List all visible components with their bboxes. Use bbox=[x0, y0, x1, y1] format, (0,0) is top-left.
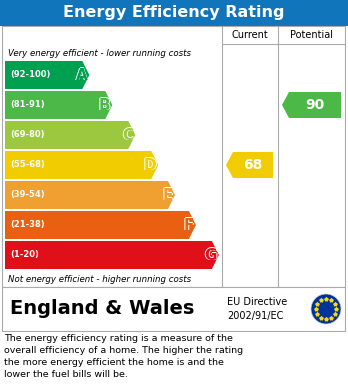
Text: G: G bbox=[205, 248, 218, 262]
Text: (81-91): (81-91) bbox=[10, 100, 45, 109]
Text: B: B bbox=[99, 97, 110, 113]
Text: 68: 68 bbox=[243, 158, 263, 172]
Text: A: A bbox=[76, 67, 87, 82]
Text: C: C bbox=[122, 127, 133, 142]
Text: G: G bbox=[204, 248, 217, 263]
Text: Not energy efficient - higher running costs: Not energy efficient - higher running co… bbox=[8, 274, 191, 283]
Text: F: F bbox=[184, 217, 195, 233]
Polygon shape bbox=[5, 121, 135, 149]
Text: E: E bbox=[163, 187, 173, 202]
Polygon shape bbox=[226, 152, 273, 178]
Polygon shape bbox=[5, 91, 112, 119]
Text: C: C bbox=[123, 127, 134, 142]
Text: E: E bbox=[163, 188, 173, 203]
Text: B: B bbox=[99, 98, 110, 113]
Text: A: A bbox=[75, 68, 87, 83]
Text: F: F bbox=[183, 217, 193, 233]
Text: (1-20): (1-20) bbox=[10, 251, 39, 260]
Text: Energy Efficiency Rating: Energy Efficiency Rating bbox=[63, 5, 285, 20]
Text: (21-38): (21-38) bbox=[10, 221, 45, 230]
Text: A: A bbox=[76, 68, 87, 83]
Polygon shape bbox=[5, 151, 158, 179]
Text: England & Wales: England & Wales bbox=[10, 300, 195, 319]
Text: C: C bbox=[122, 128, 133, 143]
Text: C: C bbox=[122, 127, 133, 142]
Text: D: D bbox=[144, 158, 156, 172]
Text: F: F bbox=[183, 217, 194, 232]
Text: (39-54): (39-54) bbox=[10, 190, 45, 199]
Text: D: D bbox=[144, 158, 157, 172]
Text: G: G bbox=[204, 248, 217, 262]
Text: F: F bbox=[183, 217, 194, 233]
Text: D: D bbox=[143, 158, 156, 172]
Polygon shape bbox=[5, 211, 196, 239]
Text: A: A bbox=[76, 68, 87, 83]
Polygon shape bbox=[5, 61, 89, 89]
Bar bbox=[0, 0, 348, 26]
Text: E: E bbox=[162, 188, 172, 203]
Text: E: E bbox=[163, 188, 173, 203]
Text: (55-68): (55-68) bbox=[10, 160, 45, 170]
Text: Potential: Potential bbox=[290, 30, 333, 40]
Text: EU Directive
2002/91/EC: EU Directive 2002/91/EC bbox=[227, 297, 287, 321]
Text: Current: Current bbox=[232, 30, 268, 40]
Text: G: G bbox=[204, 247, 217, 262]
Polygon shape bbox=[5, 181, 175, 209]
Bar bbox=[2, 287, 345, 331]
Text: (92-100): (92-100) bbox=[10, 70, 50, 79]
Text: E: E bbox=[164, 188, 174, 203]
Text: 90: 90 bbox=[306, 98, 325, 112]
Text: (69-80): (69-80) bbox=[10, 131, 45, 140]
Text: C: C bbox=[121, 127, 133, 142]
Text: B: B bbox=[100, 97, 111, 113]
Text: B: B bbox=[99, 97, 110, 112]
Text: B: B bbox=[98, 97, 110, 113]
Polygon shape bbox=[282, 92, 341, 118]
Circle shape bbox=[311, 294, 341, 324]
Text: A: A bbox=[76, 68, 88, 83]
Text: F: F bbox=[183, 218, 194, 233]
Text: The energy efficiency rating is a measure of the
overall efficiency of a home. T: The energy efficiency rating is a measur… bbox=[4, 334, 243, 379]
Text: D: D bbox=[144, 158, 156, 173]
Text: D: D bbox=[144, 157, 156, 172]
Polygon shape bbox=[5, 241, 219, 269]
Bar bbox=[2, 26, 345, 287]
Text: Very energy efficient - lower running costs: Very energy efficient - lower running co… bbox=[8, 48, 191, 57]
Text: G: G bbox=[204, 248, 216, 262]
